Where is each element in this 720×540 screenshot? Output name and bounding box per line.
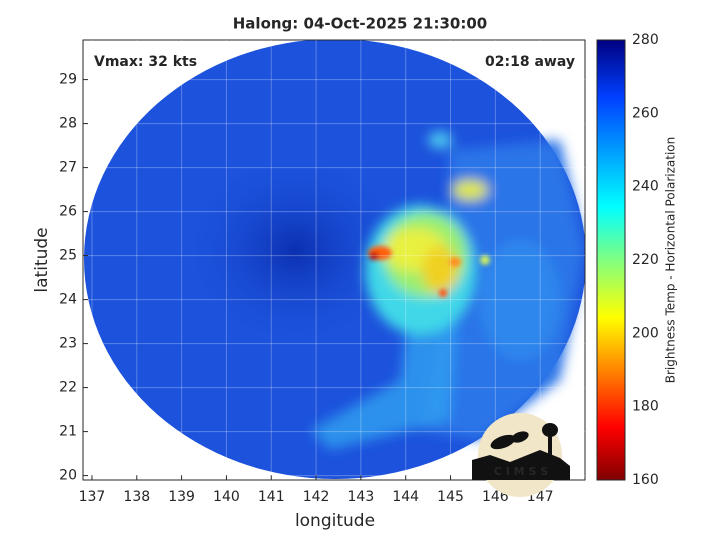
x-tick-label: 142 [303,489,330,505]
logo-text: C I M S S [494,465,548,478]
y-tick-label: 23 [59,336,77,352]
colorbar-tick-label: 220 [632,252,659,268]
y-tick-label: 27 [59,160,77,176]
y-tick-label: 21 [59,424,77,440]
colorbar-tick-label: 280 [632,32,659,48]
x-tick-label: 137 [79,489,106,505]
y-tick-label: 28 [59,116,77,132]
y-tick-label: 25 [59,248,77,264]
y-tick-label: 24 [59,292,77,308]
x-axis-label: longitude [295,511,375,531]
x-tick-label: 141 [258,489,285,505]
plot-frame [82,39,586,481]
colorbar-label: Brightness Temp - Horizontal Polarizatio… [664,137,678,384]
colorbar-tick-label: 160 [632,472,659,488]
x-tick-label: 139 [168,489,195,505]
y-tick-label: 26 [59,204,77,220]
annotation: Vmax: 32 kts [94,54,197,70]
y-tick-label: 29 [59,72,77,88]
chart-title: Halong: 04-Oct-2025 21:30:00 [233,15,488,33]
x-tick-label: 145 [437,489,464,505]
x-tick-label: 143 [348,489,375,505]
cimss-logo: C I M S S [472,413,570,497]
colorbar-tick-label: 200 [632,325,659,341]
colorbar-tick-label: 260 [632,105,659,121]
colorbar-tick-label: 180 [632,399,659,415]
annotation: 02:18 away [485,54,575,70]
x-tick-label: 140 [213,489,240,505]
y-tick-label: 20 [59,468,77,484]
colorbar-tick-label: 240 [632,179,659,195]
microwave-image [84,40,585,479]
x-tick-label: 144 [392,489,419,505]
x-tick-label: 138 [123,489,150,505]
y-axis-label: latitude [32,227,52,292]
colorbar [596,39,626,481]
x-tick-label: 146 [482,489,509,505]
y-tick-label: 22 [59,380,77,396]
